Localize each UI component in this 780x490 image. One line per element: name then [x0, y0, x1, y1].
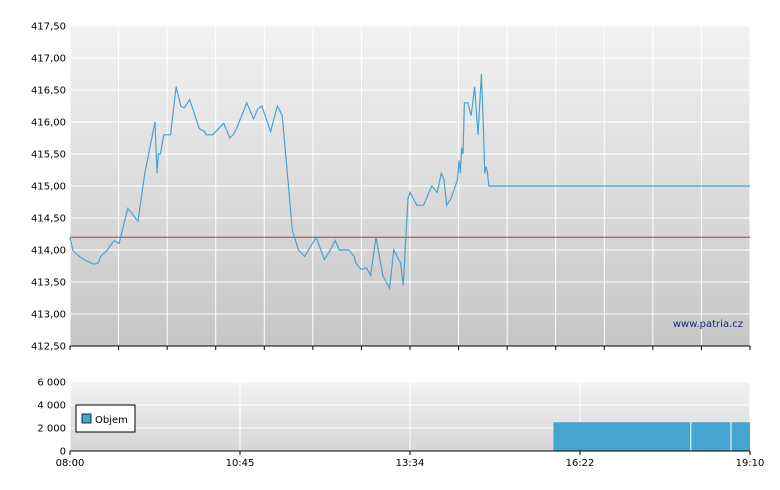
- price-y-tick-label: 415,50: [31, 150, 66, 161]
- price-y-axis: 412,50 413,00 413,50 414,00 414,50 415,00 415,…: [31, 22, 66, 353]
- legend-swatch: [81, 413, 92, 424]
- x-tick-label: 08:00: [56, 458, 85, 469]
- volume-panel: 0 2 000 4 000 6 000 08:00 10:45 13:34 16:22 19:…: [37, 378, 764, 470]
- volume-bars: [553, 422, 750, 451]
- x-tick-label: 19:10: [736, 458, 765, 469]
- watermark: www.patria.cz: [673, 319, 743, 330]
- legend-label: Objem: [95, 415, 128, 426]
- x-tick-label: 13:34: [396, 458, 425, 469]
- price-y-tick-label: 416,50: [31, 86, 66, 97]
- price-y-tick-label: 414,50: [31, 214, 66, 225]
- volume-y-tick-label: 2 000: [37, 424, 66, 435]
- x-tick-label: 16:22: [566, 458, 595, 469]
- volume-y-tick-label: 6 000: [37, 378, 66, 389]
- price-y-tick-label: 417,50: [31, 22, 66, 33]
- price-y-tick-label: 413,00: [31, 310, 66, 321]
- volume-y-axis: 0 2 000 4 000 6 000: [37, 378, 66, 458]
- price-y-tick-label: 414,00: [31, 246, 66, 257]
- price-y-tick-label: 415,00: [31, 182, 66, 193]
- volume-y-tick-label: 0: [60, 447, 66, 458]
- price-y-tick-label: 413,50: [31, 278, 66, 289]
- x-tick-label: 10:45: [226, 458, 255, 469]
- price-y-tick-label: 417,00: [31, 54, 66, 65]
- price-series-line: [69, 73, 750, 291]
- volume-legend: Objem: [75, 404, 136, 433]
- price-y-tick-label: 412,50: [31, 342, 66, 353]
- price-panel: 412,50 413,00 413,50 414,00 414,50 415,00 415,…: [31, 22, 751, 353]
- volume-bar: [553, 422, 750, 451]
- legend-box: [75, 404, 136, 433]
- volume-x-axis: 08:00 10:45 13:34 16:22 19:10: [56, 451, 765, 469]
- volume-y-tick-label: 4 000: [37, 401, 66, 412]
- price-y-tick-label: 416,00: [31, 118, 66, 129]
- price-x-ticks: [69, 346, 751, 350]
